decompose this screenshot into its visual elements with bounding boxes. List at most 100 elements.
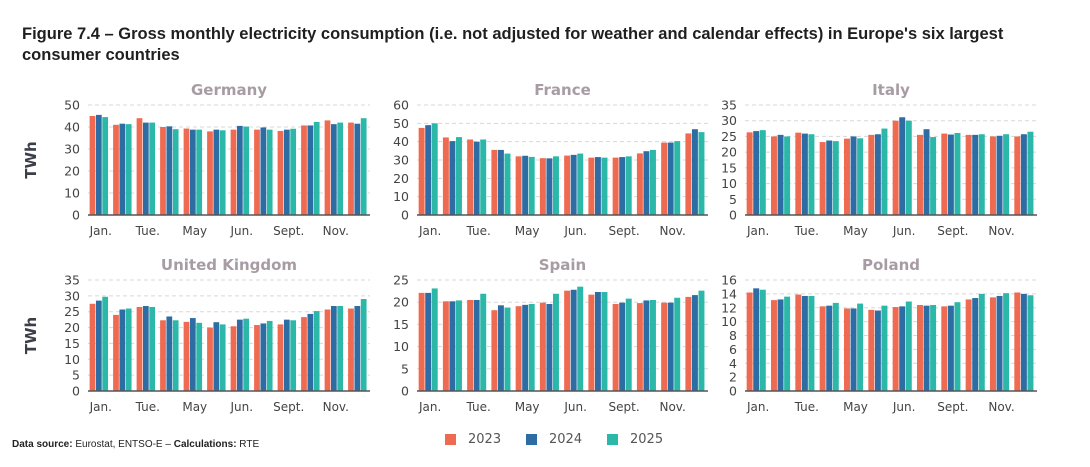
x-tick-label: May [182,400,207,414]
bar-2025-12 [360,299,367,391]
legend-swatch [526,434,537,445]
bar-2025-6 [881,128,888,215]
bar-2023-4 [819,306,826,391]
bar-2023-9 [941,306,948,391]
bar-2023-3 [136,118,143,215]
y-tick-label: 4 [729,356,737,371]
calc-value: RTE [236,439,260,450]
bar-2023-4 [160,127,166,215]
x-tick-label: Nov. [659,400,685,414]
legend-item-2025: 2025 [607,432,663,447]
bar-2023-4 [491,310,498,391]
y-tick-label: 35 [721,98,737,113]
bar-2024-10 [307,125,314,215]
bar-2025-6 [219,130,226,215]
bar-2023-11 [989,297,996,391]
bar-2024-12 [1020,134,1027,215]
bar-2025-12 [698,132,705,215]
y-tick-label: 10 [64,186,80,201]
bar-2023-7 [564,290,571,391]
bar-2025-4 [172,320,179,391]
bar-2023-11 [661,302,668,391]
bar-2025-10 [649,149,656,215]
y-tick-label: 14 [721,286,737,301]
y-tick-label: 10 [64,352,80,367]
bar-2025-1 [102,117,109,215]
bar-2023-5 [515,156,522,215]
x-tick-label: May [843,224,868,238]
bar-2025-2 [455,300,462,391]
bar-2024-5 [522,155,529,215]
bar-2025-2 [125,124,132,215]
y-tick-label: 5 [729,192,737,207]
bar-2025-11 [337,122,344,215]
y-tick-label: 10 [393,189,409,204]
y-axis-label: TWh [22,141,40,178]
x-tick-label: May [182,224,207,238]
y-tick-label: 15 [721,160,737,175]
bar-2024-8 [594,291,601,391]
panel-title: Germany [191,81,267,99]
bar-2025-5 [196,129,203,215]
y-tick-label: 25 [393,273,409,288]
bar-2025-10 [978,134,985,215]
bar-2025-1 [759,130,766,215]
y-tick-label: 0 [72,208,80,223]
bar-2023-11 [324,120,331,215]
bar-2023-3 [467,139,474,215]
x-tick-label: Tue. [135,224,160,238]
bar-2024-12 [354,306,361,391]
y-tick-label: 15 [393,317,409,332]
bar-2023-3 [795,132,802,215]
bar-2023-4 [160,320,166,391]
bar-2025-6 [881,305,888,391]
bar-2023-9 [612,303,619,391]
y-tick-label: 20 [393,295,409,310]
bar-2023-10 [301,125,307,215]
bar-2023-4 [819,142,826,215]
bar-2024-9 [619,302,626,391]
bar-2024-9 [283,319,290,391]
bar-2023-6 [868,134,875,215]
y-tick-label: 50 [393,116,409,131]
x-tick-label: Sept. [937,400,968,414]
bar-2025-4 [832,141,839,215]
bar-2024-11 [330,124,337,215]
y-tick-label: 30 [64,142,80,157]
bar-2025-7 [905,301,912,391]
bar-2025-1 [431,288,438,391]
bar-2023-6 [539,158,546,215]
bar-2025-11 [1003,134,1010,215]
source-value: Eurostat, ENTSO-E – [72,439,174,450]
bar-2024-6 [213,129,220,215]
y-tick-label: 40 [64,120,80,135]
bar-2024-5 [850,308,857,391]
bar-2025-8 [601,291,608,391]
bar-2024-9 [283,129,290,215]
bar-2025-7 [905,120,912,215]
y-tick-label: 10 [721,176,737,191]
bar-2023-8 [588,294,595,391]
y-tick-label: 20 [393,171,409,186]
x-tick-label: Jan. [418,224,441,238]
bar-2023-2 [442,301,449,391]
x-tick-label: Nov. [988,224,1014,238]
bar-2025-6 [552,293,559,391]
bar-2024-1 [95,300,102,391]
bar-2024-8 [594,157,601,215]
x-tick-label: Jan. [418,400,441,414]
bar-2025-12 [698,290,705,391]
bar-2024-1 [425,125,432,215]
bar-2024-11 [996,295,1003,391]
bar-2025-8 [266,320,273,391]
x-tick-label: Jan. [89,224,112,238]
y-tick-label: 30 [393,153,409,168]
bar-2024-1 [425,292,432,391]
bar-2023-9 [277,324,284,391]
bar-2025-3 [808,134,815,215]
y-tick-label: 20 [64,320,80,335]
bar-2024-10 [972,298,979,391]
y-tick-label: 5 [401,361,409,376]
bar-2025-5 [857,138,864,215]
bar-2024-7 [570,289,577,391]
